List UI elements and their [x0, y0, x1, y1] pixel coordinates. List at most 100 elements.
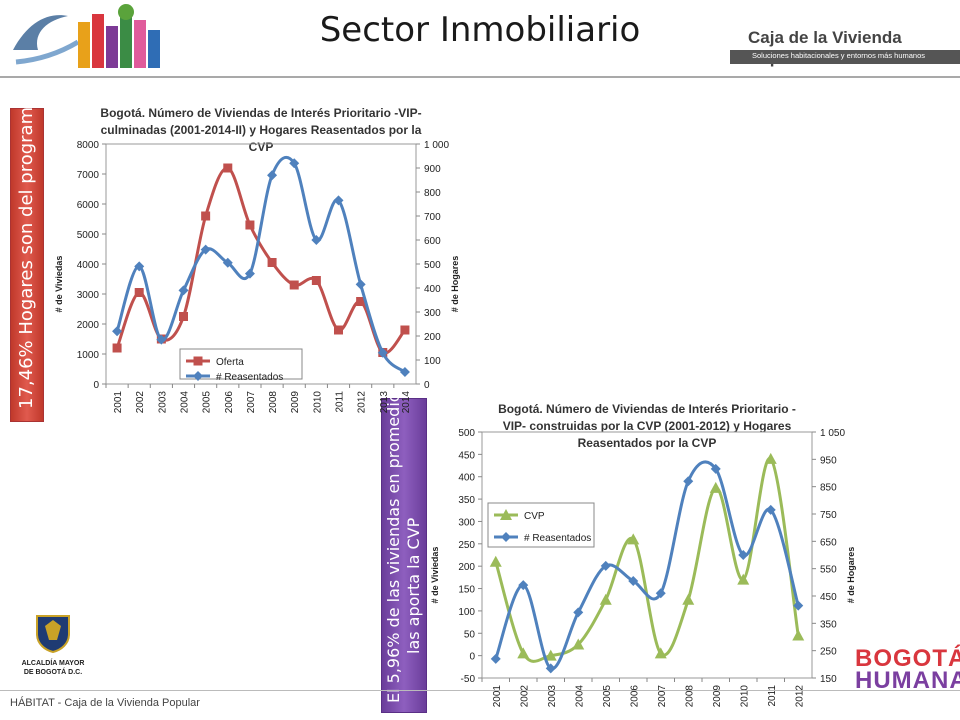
y2-axis-label: # de Hogares: [450, 256, 460, 313]
data-point: [179, 312, 188, 321]
y-tick-label: 200: [458, 562, 475, 573]
x-tick-label: 2012: [794, 685, 805, 708]
data-point: [490, 653, 501, 664]
legend-swatch-marker: [501, 532, 511, 542]
data-point: [311, 235, 322, 245]
y-tick-label: 1000: [77, 350, 100, 361]
x-tick-label: 2006: [629, 685, 640, 708]
x-tick-label: 2002: [135, 391, 146, 414]
plot-area: [105, 143, 417, 385]
data-point: [289, 280, 299, 290]
data-point: [289, 158, 300, 169]
y2-tick-label: 700: [424, 212, 441, 223]
y-tick-label: 250: [458, 540, 475, 551]
data-point: [112, 343, 122, 353]
data-point: [737, 573, 750, 585]
chart-title-line: CVP: [249, 140, 274, 154]
legend-swatch-marker: [193, 356, 203, 366]
data-point: [792, 629, 805, 641]
data-point: [201, 211, 211, 221]
y2-tick-label: 500: [424, 260, 441, 271]
page-title: Sector Inmobiliario: [319, 10, 641, 50]
y-tick-label: 5000: [77, 230, 100, 241]
data-point: [654, 647, 667, 659]
chart-vip-cvp: Bogotá. Número de Viviendas de Interés P…: [430, 402, 856, 708]
data-point: [710, 463, 721, 474]
data-point: [655, 588, 666, 599]
org-tagline: Soluciones habitacionales y entornos más…: [752, 51, 926, 60]
data-point: [244, 268, 255, 279]
chart-title-line: Reasentados por la CVP: [578, 436, 717, 450]
brand-line1: BOGOTÁ: [855, 645, 960, 672]
data-point: [764, 452, 777, 464]
y2-tick-label: 950: [820, 455, 837, 466]
banner-left: 17,46% Hogares son del programa: [10, 96, 44, 422]
data-point: [518, 580, 529, 591]
x-tick-label: 2010: [312, 391, 323, 414]
data-point: [682, 593, 695, 605]
chart-title-line: VIP- construidas por la CVP (2001-2012) …: [503, 419, 792, 433]
data-point: [355, 279, 366, 290]
y2-tick-label: 550: [820, 565, 837, 576]
legend-label: # Reasentados: [216, 372, 283, 383]
data-point: [134, 261, 145, 272]
data-point: [200, 244, 211, 255]
y2-tick-label: 750: [820, 510, 837, 521]
legend-swatch-marker: [500, 509, 512, 520]
y2-tick-label: 200: [424, 332, 441, 343]
data-point: [267, 170, 278, 181]
data-point: [517, 647, 530, 659]
chart-title-line: culminadas (2001-2014-II) y Hogares Reas…: [101, 123, 422, 137]
x-tick-label: 2012: [357, 391, 368, 414]
data-point: [356, 297, 366, 306]
data-point: [222, 257, 233, 268]
data-point: [311, 276, 321, 285]
data-point: [377, 347, 388, 358]
data-point: [600, 560, 611, 571]
y2-tick-label: 650: [820, 537, 837, 548]
y-tick-label: 50: [464, 629, 476, 640]
footer-divider: [0, 690, 960, 691]
alcaldia-line1: ALCALDÍA MAYOR: [21, 660, 85, 667]
y-tick-label: 350: [458, 495, 475, 506]
x-tick-label: 2003: [157, 391, 168, 414]
data-point: [333, 195, 344, 206]
alcaldia-line2: DE BOGOTÁ D.C.: [23, 669, 83, 676]
x-tick-label: 2009: [290, 391, 301, 414]
legend-label: Oferta: [216, 357, 244, 368]
y-tick-label: -50: [461, 674, 476, 685]
legend-label: # Reasentados: [524, 533, 591, 544]
banner-middle-line1: El 5,96% de las viviendas en promedio: [384, 392, 403, 703]
x-tick-label: 2005: [202, 391, 213, 414]
banner-middle-line2: las aporta la CVP: [404, 517, 423, 654]
footer-text: HÁBITAT - Caja de la Vivienda Popular: [10, 697, 200, 709]
city-logo: [8, 2, 168, 74]
x-tick-label: 2007: [657, 685, 668, 708]
y2-tick-label: 300: [424, 308, 441, 319]
chart-title-line: Bogotá. Número de Viviendas de Interés P…: [100, 106, 421, 120]
x-tick-label: 2009: [712, 685, 723, 708]
banner-left-text: 17,46% Hogares son del programa: [16, 95, 37, 409]
data-point: [738, 550, 749, 560]
x-tick-label: 2014: [401, 391, 412, 414]
chart-vip-culminadas: Bogotá. Número de Viviendas de Interés P…: [54, 106, 460, 414]
series-line: [494, 457, 800, 663]
y-tick-label: 8000: [77, 140, 100, 151]
x-tick-label: 2004: [574, 685, 585, 708]
data-point: [245, 220, 255, 230]
y-tick-label: 7000: [77, 170, 100, 181]
y2-tick-label: 100: [424, 356, 441, 367]
y2-tick-label: 0: [424, 380, 430, 391]
data-point: [793, 600, 804, 611]
x-tick-label: 2005: [602, 685, 613, 708]
y2-tick-label: 1 000: [424, 140, 449, 151]
chart-title-line: Bogotá. Número de Viviendas de Interés P…: [498, 402, 796, 416]
y2-axis-label: # de Hogares: [846, 547, 856, 604]
y-tick-label: 500: [458, 428, 475, 439]
legend-swatch-marker: [193, 371, 203, 381]
data-point: [134, 288, 144, 297]
y-axis-label: # de Viviedas: [430, 547, 440, 604]
x-tick-label: 2002: [519, 685, 530, 708]
data-point: [156, 334, 167, 345]
x-tick-label: 2004: [180, 391, 191, 414]
